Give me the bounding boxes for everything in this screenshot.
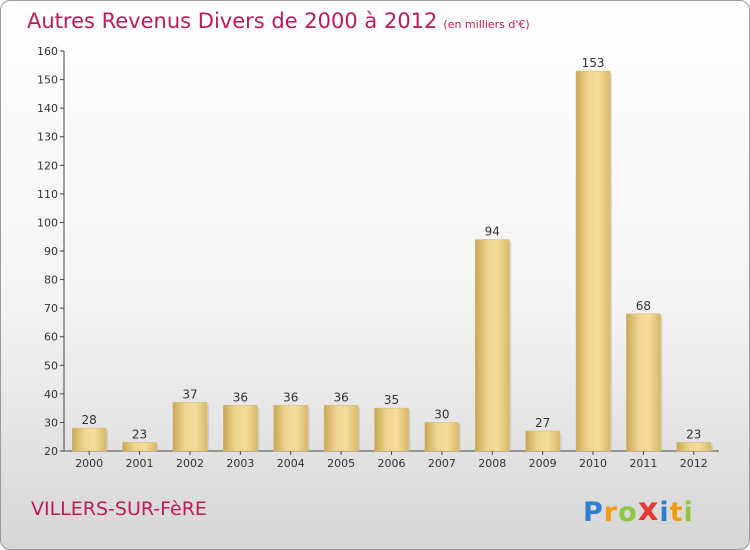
y-tick-label: 70 [44,302,58,315]
y-tick-label: 150 [37,74,58,87]
y-tick-label: 40 [44,388,58,401]
bar [374,407,409,452]
logo-letter: r [603,497,619,528]
y-tick-label: 160 [37,45,58,58]
bar [323,405,359,452]
x-tick-label: 2003 [226,457,254,470]
logo-letter: i [683,497,694,528]
chart-bars [71,70,713,452]
chart-labels: 2000 28 2001 23 2002 37 2003 36 2004 36 2005 36 2006… [75,56,708,470]
bar [71,427,107,452]
logo-letter: o [618,497,638,528]
y-tick-label: 80 [44,274,58,287]
bar [172,402,208,452]
bar [626,313,661,452]
bar [273,405,308,452]
logo-letter: P [583,497,604,528]
data-label: 27 [535,416,550,430]
x-tick-label: 2011 [629,457,657,470]
data-label: 68 [636,299,651,313]
chart-title-text: Autres Revenus Divers de 2000 à 2012 [27,9,438,33]
data-label: 153 [582,56,605,70]
x-tick-label: 2000 [75,457,103,470]
bar [223,405,258,452]
data-label: 37 [182,387,197,401]
y-tick-label: 110 [37,188,58,201]
bar [676,442,712,452]
y-tick-label: 30 [44,416,58,429]
y-tick-label: 120 [37,159,58,172]
y-tick-label: 60 [44,331,58,344]
data-label: 36 [333,390,348,404]
y-tick-label: 90 [44,245,58,258]
x-tick-label: 2012 [680,457,708,470]
chart-subtitle: (en milliers d'€) [443,18,530,31]
data-label: 28 [82,413,97,427]
logo-letter: t [669,497,684,528]
data-label: 94 [485,225,500,239]
data-label: 36 [233,390,248,404]
y-tick-label: 140 [37,102,58,115]
bar [525,430,560,452]
x-tick-label: 2001 [126,457,154,470]
bar [122,442,157,452]
logo-letter: i [659,497,670,528]
x-tick-label: 2006 [378,457,406,470]
y-tick-label: 130 [37,131,58,144]
x-tick-label: 2004 [277,457,305,470]
x-tick-label: 2009 [529,457,557,470]
data-label: 23 [686,427,701,441]
bar [575,70,611,452]
chart-axes: 20 30 40 50 60 70 80 90 100 110 120 130 140 150 160 [37,45,719,458]
logo-letter: x [637,490,660,528]
data-label: 23 [132,427,147,441]
y-tick-label: 100 [37,216,58,229]
data-label: 35 [384,393,399,407]
x-tick-label: 2005 [327,457,355,470]
x-tick-label: 2008 [478,457,506,470]
x-tick-label: 2010 [579,457,607,470]
x-tick-label: 2007 [428,457,456,470]
bar [424,422,460,452]
commune-name: VILLERS-SUR-FèRE [31,498,207,520]
x-tick-label: 2002 [176,457,204,470]
y-tick-label: 20 [44,445,58,458]
bar [475,239,510,452]
y-tick-label: 50 [44,359,58,372]
data-label: 36 [283,390,298,404]
data-label: 30 [434,407,449,421]
chart-title: Autres Revenus Divers de 2000 à 2012 (en … [27,9,530,33]
